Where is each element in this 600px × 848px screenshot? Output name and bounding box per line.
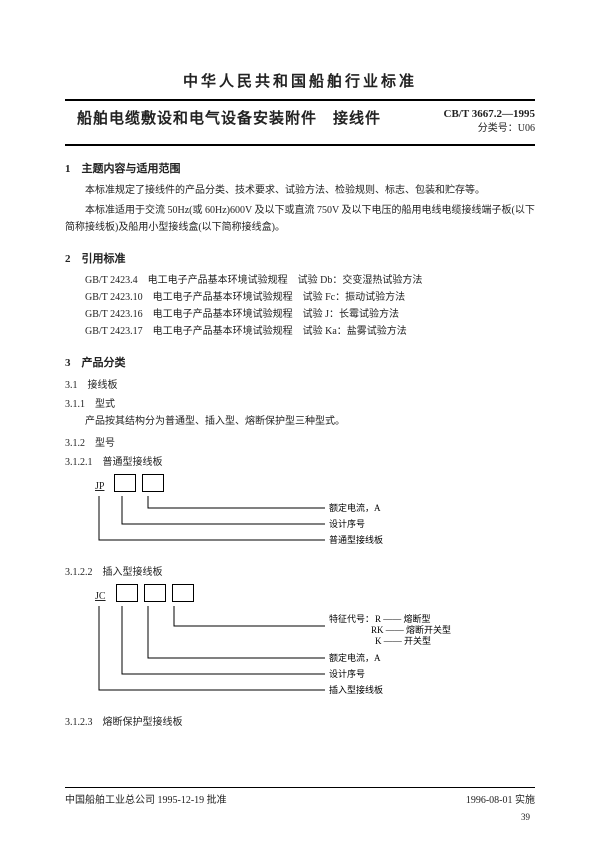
sub-3-1-1: 3.1.1 型式 (65, 395, 535, 410)
ref-item: GB/T 2423.4 电工电子产品基本环境试验规程 试验 Db：交变湿热试验方… (65, 272, 535, 289)
sub-3-1-2-2: 3.1.2.2 插入型接线板 (65, 563, 535, 578)
svg-text:特征代号：: 特征代号： (329, 613, 374, 624)
org-header: 中华人民共和国船舶行业标准 (65, 70, 535, 91)
section-1-p1: 本标准规定了接线件的产品分类、技术要求、试验方法、检验规则、标志、包装和贮存等。 (65, 182, 535, 199)
svg-text:RK —— 熔断开关型: RK —— 熔断开关型 (371, 624, 451, 635)
rule-top (65, 99, 535, 101)
svg-text:额定电流，A: 额定电流，A (329, 652, 381, 663)
sub-3-1-2: 3.1.2 型号 (65, 434, 535, 449)
std-code: CB/T 3667.2—1995 分类号：U06 (444, 107, 535, 136)
svg-text:额定电流，A: 额定电流，A (329, 502, 381, 513)
ref-item: GB/T 2423.17 电工电子产品基本环境试验规程 试验 Ka：盐雾试验方法 (65, 323, 535, 340)
diagram-jp: JP 额定电流，A 设计序号 普通型接线板 (95, 474, 535, 559)
section-1-heading: 1 主题内容与适用范围 (65, 160, 535, 176)
p-3-1-1: 产品按其结构分为普通型、插入型、熔断保护型三种型式。 (65, 413, 535, 430)
ref-item: GB/T 2423.10 电工电子产品基本环境试验规程 试验 Fc：振动试验方法 (65, 289, 535, 306)
effective-text: 1996-08-01 实施 (466, 791, 535, 806)
section-1-p2: 本标准适用于交流 50Hz(或 60Hz)600V 及以下或直流 750V 及以… (65, 202, 535, 236)
rule-bottom (65, 144, 535, 146)
section-2-heading: 2 引用标准 (65, 250, 535, 266)
page-number: 39 (521, 812, 530, 822)
svg-text:普通型接线板: 普通型接线板 (329, 534, 383, 545)
svg-text:K —— 开关型: K —— 开关型 (375, 635, 431, 646)
doc-title: 船舶电缆敷设和电气设备安装附件 接线件 (65, 107, 444, 128)
page-footer: 中国船舶工业总公司 1995-12-19 批准 1996-08-01 实施 (65, 787, 535, 806)
diagram-jc: JC 特征代号： R —— 熔断型 RK —— 熔断开关型 K —— 开关型 额… (95, 584, 535, 709)
svg-text:插入型接线板: 插入型接线板 (329, 684, 383, 695)
svg-text:设计序号: 设计序号 (329, 518, 365, 529)
section-3-heading: 3 产品分类 (65, 354, 535, 370)
sub-3-1: 3.1 接线板 (65, 376, 535, 391)
svg-text:设计序号: 设计序号 (329, 668, 365, 679)
ref-item: GB/T 2423.16 电工电子产品基本环境试验规程 试验 J：长霉试验方法 (65, 306, 535, 323)
approval-text: 中国船舶工业总公司 1995-12-19 批准 (65, 791, 227, 806)
sub-3-1-2-1: 3.1.2.1 普通型接线板 (65, 453, 535, 468)
svg-text:R —— 熔断型: R —— 熔断型 (375, 613, 431, 624)
sub-3-1-2-3: 3.1.2.3 熔断保护型接线板 (65, 713, 535, 728)
